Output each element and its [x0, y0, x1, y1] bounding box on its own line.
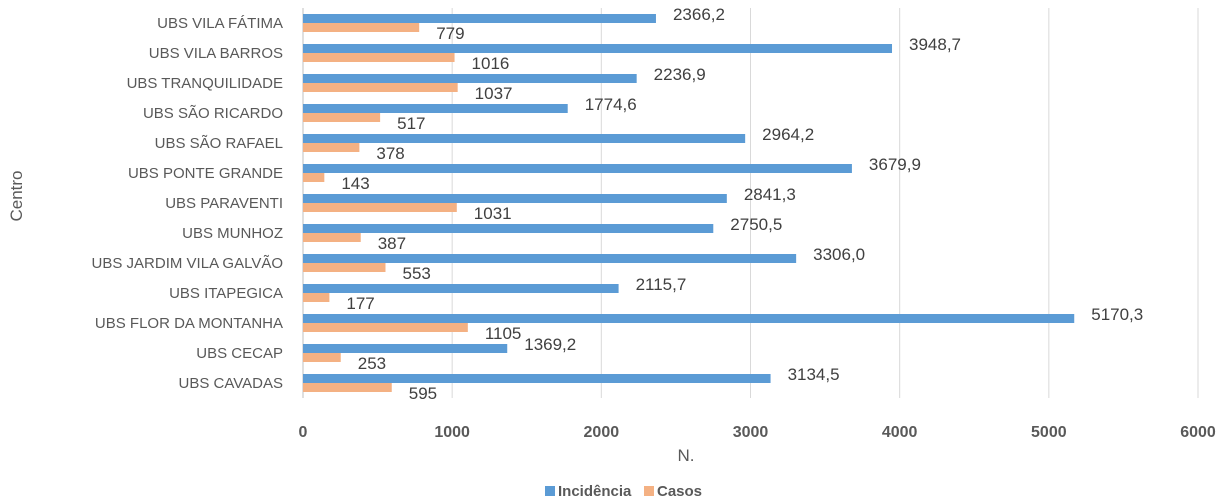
x-axis-title: N. [678, 446, 695, 465]
casos-bar [303, 383, 392, 392]
category-label: UBS PONTE GRANDE [128, 165, 283, 182]
incidencia-value-label: 2236,9 [654, 65, 706, 84]
incidencia-value-label: 2115,7 [636, 275, 687, 294]
casos-value-label: 517 [397, 114, 425, 133]
incidencia-bar [303, 344, 508, 353]
incidencia-bar [303, 254, 797, 263]
casos-bar [303, 353, 341, 362]
category-label: UBS VILA FÁTIMA [157, 15, 283, 32]
incidencia-bar [303, 224, 714, 233]
x-tick-label: 3000 [733, 424, 769, 441]
casos-bar [303, 323, 468, 332]
casos-value-label: 378 [376, 144, 404, 163]
casos-value-label: 779 [436, 24, 464, 43]
casos-bar [303, 263, 386, 272]
casos-value-label: 253 [358, 354, 386, 373]
incidencia-value-label: 1774,6 [585, 95, 637, 114]
incidencia-bar [303, 74, 637, 83]
casos-value-label: 387 [378, 234, 406, 253]
legend-swatch [545, 486, 555, 496]
category-label: UBS VILA BARROS [149, 45, 283, 62]
category-label: UBS CECAP [196, 345, 283, 362]
incidencia-value-label: 5170,3 [1091, 305, 1143, 324]
category-label: UBS TRANQUILIDADE [127, 75, 283, 92]
incidencia-bar [303, 14, 656, 23]
incidencia-bar [303, 314, 1075, 323]
incidencia-bar [303, 104, 568, 113]
incidencia-value-label: 3679,9 [869, 155, 921, 174]
category-label: UBS SÃO RAFAEL [155, 135, 283, 152]
legend-swatch [644, 486, 654, 496]
x-tick-label: 0 [299, 424, 308, 441]
legend-label: Incidência [558, 483, 632, 500]
incidencia-value-label: 3948,7 [909, 35, 961, 54]
x-tick-label: 2000 [584, 424, 620, 441]
casos-value-label: 1031 [474, 204, 512, 223]
incidencia-bar [303, 134, 746, 143]
data-labels: 2366,2 779 3948,7 1016 2236,9 1037 1774,6 517 29… [341, 5, 1143, 403]
casos-value-label: 143 [341, 174, 369, 193]
incidencia-bar [303, 44, 893, 53]
incidencia-value-label: 2964,2 [762, 125, 814, 144]
casos-bar [303, 203, 457, 212]
casos-value-label: 1037 [475, 84, 513, 103]
category-label: UBS PARAVENTI [165, 195, 283, 212]
casos-bar [303, 173, 325, 182]
category-label: UBS MUNHOZ [182, 225, 283, 242]
casos-value-label: 553 [402, 264, 430, 283]
legend: Incidência Casos [545, 483, 702, 500]
casos-bar [303, 23, 420, 32]
category-label: UBS ITAPEGICA [169, 285, 283, 302]
legend-label: Casos [657, 483, 702, 500]
category-label: UBS JARDIM VILA GALVÃO [92, 255, 283, 272]
incidencia-value-label: 3306,0 [813, 245, 865, 264]
category-label: UBS SÃO RICARDO [143, 105, 283, 122]
x-tick-label: 6000 [1180, 424, 1216, 441]
casos-bar [303, 143, 360, 152]
category-label: UBS FLOR DA MONTANHA [95, 315, 283, 332]
casos-bar [303, 113, 381, 122]
x-tick-label: 5000 [1031, 424, 1067, 441]
x-tick-label: 1000 [434, 424, 470, 441]
category-label: UBS CAVADAS [179, 375, 283, 392]
x-tick-label: 4000 [882, 424, 918, 441]
casos-bar [303, 293, 330, 302]
incidencia-value-label: 1369,2 [524, 335, 576, 354]
incidencia-bar [303, 284, 619, 293]
casos-value-label: 177 [346, 294, 374, 313]
incidencia-bar [303, 374, 771, 383]
y-axis-title: Centro [7, 170, 26, 221]
incidencia-value-label: 2750,5 [730, 215, 782, 234]
incidencia-value-label: 2366,2 [673, 5, 725, 24]
casos-bar [303, 233, 361, 242]
casos-bar [303, 53, 455, 62]
incidencia-bar [303, 194, 727, 203]
casos-bar [303, 83, 458, 92]
casos-value-label: 1105 [485, 324, 522, 343]
category-labels: UBS VILA FÁTIMA UBS VILA BARROS UBS TRANQU… [92, 15, 283, 392]
incidencia-bar [303, 164, 852, 173]
incidencia-value-label: 3134,5 [788, 365, 840, 384]
x-tick-labels: 0 1000 2000 3000 4000 5000 6000 [299, 424, 1216, 441]
bars [303, 14, 1075, 392]
casos-value-label: 1016 [472, 54, 510, 73]
incidencia-value-label: 2841,3 [744, 185, 796, 204]
casos-value-label: 595 [409, 384, 437, 403]
